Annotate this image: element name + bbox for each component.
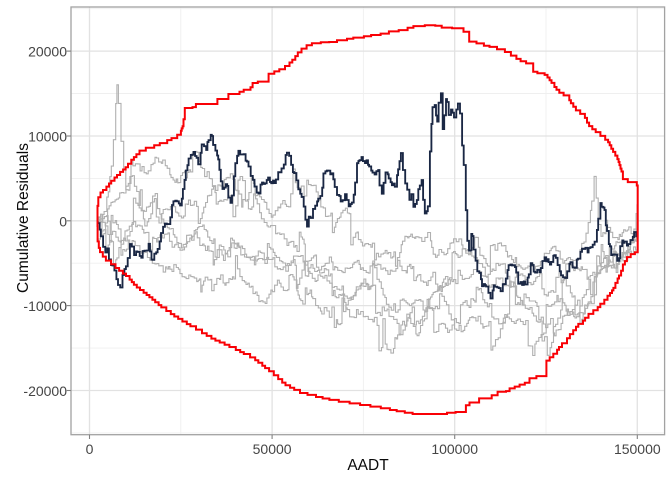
svg-text:100000: 100000	[431, 441, 478, 457]
svg-text:0: 0	[59, 213, 67, 229]
svg-text:-20000: -20000	[23, 383, 67, 399]
svg-text:20000: 20000	[28, 44, 67, 60]
svg-text:50000: 50000	[253, 441, 292, 457]
svg-text:-10000: -10000	[23, 298, 67, 314]
svg-text:AADT: AADT	[347, 457, 389, 474]
svg-text:Cumulative Residuals: Cumulative Residuals	[15, 143, 32, 293]
svg-text:10000: 10000	[28, 129, 67, 145]
svg-text:0: 0	[86, 441, 94, 457]
svg-text:150000: 150000	[614, 441, 661, 457]
